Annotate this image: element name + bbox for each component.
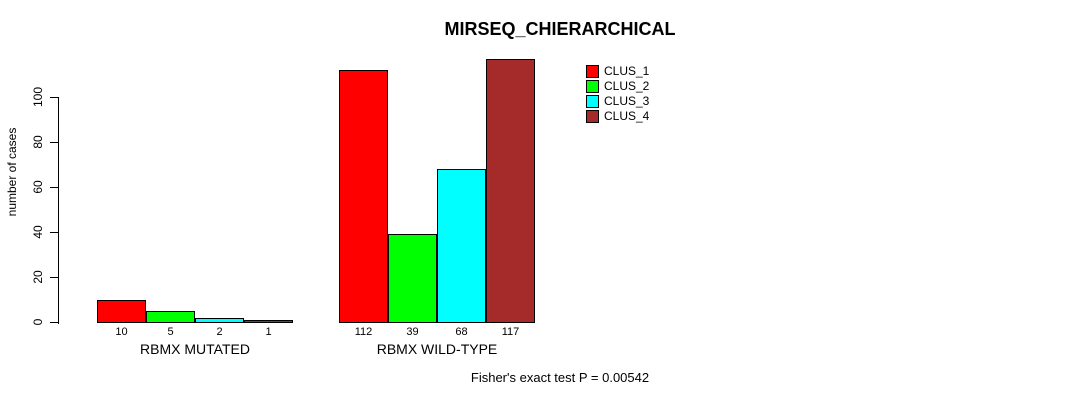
legend-swatch-clus_4 [586, 110, 599, 123]
y-axis-label: number of cases [5, 127, 19, 217]
bar-value-label: 39 [406, 326, 419, 338]
bar-value-label: 5 [167, 326, 174, 338]
bar-clus_2-group2 [388, 234, 437, 323]
footer-annotation: Fisher's exact test P = 0.00542 [470, 370, 650, 385]
y-tick [49, 96, 58, 98]
bar-value-label: 68 [455, 326, 468, 338]
legend-row: CLUS_4 [586, 109, 649, 124]
legend-label: CLUS_3 [604, 94, 650, 108]
y-tick-label: 100 [31, 86, 45, 108]
bar-value-label: 2 [216, 326, 223, 338]
legend-row: CLUS_2 [586, 79, 649, 94]
bar-clus_3-group1 [195, 317, 244, 323]
bar-clus_1-group2 [339, 70, 388, 323]
y-tick [49, 141, 58, 143]
y-tick-label: 80 [31, 135, 45, 149]
chart-title: MIRSEQ_CHIERARCHICAL [444, 19, 676, 39]
y-tick-label: 20 [31, 270, 45, 284]
bar-value-label: 117 [501, 326, 520, 338]
y-tick [49, 231, 58, 233]
y-axis-line [57, 97, 59, 324]
y-tick-label: 60 [31, 180, 45, 194]
legend-row: CLUS_1 [586, 64, 649, 79]
y-tick [49, 321, 58, 323]
legend-row: CLUS_3 [586, 94, 649, 109]
legend-label: CLUS_1 [604, 64, 650, 78]
y-tick [49, 276, 58, 278]
bar-clus_1-group1 [97, 299, 146, 323]
group-label: RBMX WILD-TYPE [376, 341, 498, 357]
y-tick-label: 40 [31, 225, 45, 239]
bar-value-label: 1 [265, 326, 272, 338]
bar-clus_3-group2 [437, 169, 486, 323]
y-tick [49, 186, 58, 188]
bar-clus_4-group2 [486, 58, 535, 323]
bar-clus_2-group1 [146, 310, 195, 323]
legend: CLUS_1 CLUS_2 CLUS_3 CLUS_4 [586, 64, 649, 124]
legend-swatch-clus_2 [586, 80, 599, 93]
y-tick-label: 0 [31, 318, 45, 326]
legend-swatch-clus_3 [586, 95, 599, 108]
bar-value-label: 112 [354, 326, 373, 338]
bar-clus_4-group1 [244, 319, 293, 323]
legend-swatch-clus_1 [586, 65, 599, 78]
group-label: RBMX MUTATED [140, 341, 250, 357]
legend-label: CLUS_4 [604, 109, 650, 123]
legend-label: CLUS_2 [604, 79, 650, 93]
bar-value-label: 10 [115, 326, 128, 338]
